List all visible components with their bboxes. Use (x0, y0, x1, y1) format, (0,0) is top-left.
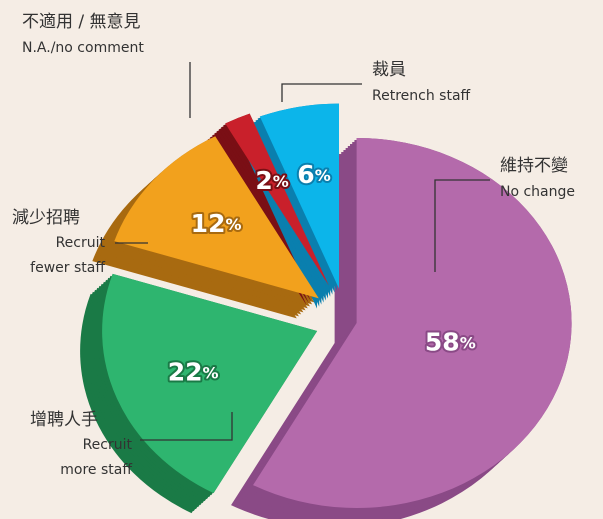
value-label-part: 12 (191, 209, 226, 238)
slice (114, 136, 319, 299)
category-label-en: Recruit (56, 235, 106, 251)
leader-lines (115, 62, 490, 441)
value-label: 58% (425, 328, 476, 357)
value-label: 2% (255, 166, 288, 195)
category-label: 不適用 / 無意見 (22, 12, 141, 32)
slice (253, 137, 572, 508)
category-label-en: N.A./no comment (22, 40, 144, 56)
category-label-en: Recruit (83, 437, 133, 453)
value-label: 12% (191, 209, 242, 238)
category-label: 裁員 (372, 60, 406, 80)
value-label-part: 22 (168, 357, 203, 386)
value-label-part: 6 (297, 160, 314, 189)
category-label-en: No change (500, 184, 575, 200)
slice (259, 103, 340, 289)
value-label-part: % (273, 171, 289, 190)
value-label-part: % (203, 363, 219, 382)
slice (102, 273, 318, 494)
category-label: 減少招聘 (12, 208, 80, 228)
leader-line (281, 83, 362, 102)
value-label: 6% (297, 160, 330, 189)
labels: 58% 維持不變 No change 22% 增聘人手 Recruit more staff… (12, 12, 575, 478)
category-label-en: fewer staff (30, 260, 105, 276)
leader-line (140, 412, 233, 441)
category-label: 增聘人手 (30, 410, 98, 430)
value-label-part: % (225, 215, 241, 234)
value-label-part: % (315, 165, 331, 184)
value-label: 22% (168, 357, 219, 386)
category-label: 維持不變 (500, 156, 568, 176)
value-label-part: % (460, 333, 476, 352)
slice-tops (102, 103, 572, 508)
value-label-part: 58 (425, 328, 460, 357)
category-label-en: Retrench staff (372, 88, 471, 104)
category-label-en: more staff (60, 462, 132, 478)
slice (225, 113, 329, 286)
leader-line (434, 179, 490, 272)
value-label-part: 2 (255, 166, 272, 195)
